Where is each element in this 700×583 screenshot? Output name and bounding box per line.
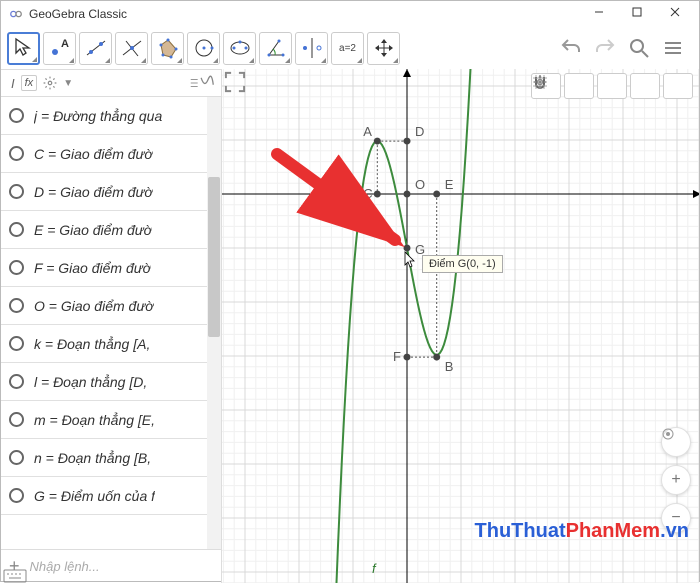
menu-button[interactable] (661, 36, 685, 60)
svg-text:D: D (415, 124, 424, 139)
item-expr: O = Giao điểm đườ (34, 298, 154, 314)
gear-icon[interactable] (43, 76, 57, 90)
visibility-toggle[interactable] (9, 298, 24, 313)
svg-text:C: C (363, 186, 372, 201)
keyboard-icon[interactable] (3, 569, 27, 583)
visibility-toggle[interactable] (9, 222, 24, 237)
item-expr: n = Đoạn thẳng [B, (34, 450, 151, 466)
tool-slider[interactable]: a=2 (331, 32, 364, 65)
settings-button[interactable] (630, 73, 660, 99)
list-item[interactable]: D = Giao điểm đườ⋮ (1, 173, 221, 211)
input-placeholder: Nhập lệnh... (30, 559, 100, 574)
visibility-toggle[interactable] (9, 450, 24, 465)
main-toolbar: A a=2 (1, 27, 699, 69)
titlebar: GeoGebra Classic (1, 1, 699, 27)
graphics-view[interactable]: ABCDEFGOf + − Điểm G(0, -1) ThuThuatPhan… (222, 69, 699, 583)
list-item[interactable]: j = Đường thẳng qua⋮ (1, 97, 221, 135)
list-item[interactable]: E = Giao điểm đườ⋮ (1, 211, 221, 249)
item-expr: k = Đoạn thẳng [A, (34, 336, 150, 352)
tool-reflect[interactable] (295, 32, 328, 65)
visibility-toggle[interactable] (9, 184, 24, 199)
item-expr: D = Giao điểm đườ (34, 184, 153, 200)
list-item[interactable]: n = Đoạn thẳng [B, ⋮ (1, 439, 221, 477)
svg-text:F: F (393, 349, 401, 364)
window-title: GeoGebra Classic (29, 7, 127, 21)
list-item[interactable]: m = Đoạn thẳng [E,⋮ (1, 401, 221, 439)
algebra-header: I fx ▼ (1, 69, 221, 97)
visibility-toggle[interactable] (9, 374, 24, 389)
algebra-list: j = Đường thẳng qua⋮ C = Giao điểm đườ⋮ … (1, 97, 221, 549)
list-item[interactable]: F = Giao điểm đườ⋮ (1, 249, 221, 287)
grid-toggle[interactable] (564, 73, 594, 99)
fullscreen-button[interactable] (222, 69, 248, 95)
svg-text:A: A (363, 124, 372, 139)
tool-polygon[interactable] (151, 32, 184, 65)
visibility-toggle[interactable] (9, 412, 24, 427)
item-expr: j = Đường thẳng qua (34, 108, 162, 124)
item-expr: C = Giao điểm đườ (34, 146, 153, 162)
tool-line[interactable] (79, 32, 112, 65)
list-item[interactable]: k = Đoạn thẳng [A,⋮ (1, 325, 221, 363)
visibility-toggle[interactable] (9, 108, 24, 123)
maximize-button[interactable] (623, 1, 661, 27)
list-item[interactable]: G = Điểm uốn của f⋮ (1, 477, 221, 515)
input-bar[interactable]: + Nhập lệnh... (1, 549, 221, 583)
list-item[interactable]: l = Đoạn thẳng [D, ⋮ (1, 363, 221, 401)
search-button[interactable] (627, 36, 651, 60)
algebra-panel: I fx ▼ j = Đường thẳng qua⋮ C = Giao điể… (1, 69, 222, 583)
more-button[interactable] (663, 73, 693, 99)
tool-move-view[interactable] (367, 32, 400, 65)
snap-toggle[interactable] (597, 73, 627, 99)
app-icon (9, 7, 23, 21)
item-expr: E = Giao điểm đườ (34, 222, 152, 238)
list-item[interactable]: C = Giao điểm đườ⋮ (1, 135, 221, 173)
tool-perpendicular[interactable] (115, 32, 148, 65)
tool-ellipse[interactable] (223, 32, 256, 65)
scrollbar[interactable] (207, 97, 221, 549)
visibility-toggle[interactable] (9, 146, 24, 161)
tool-circle[interactable] (187, 32, 220, 65)
item-expr: l = Đoạn thẳng [D, (34, 374, 147, 390)
svg-text:f: f (372, 561, 377, 576)
visibility-toggle[interactable] (9, 488, 24, 503)
svg-text:E: E (445, 177, 454, 192)
close-button[interactable] (661, 1, 699, 27)
zoom-in-button[interactable]: + (661, 465, 691, 495)
item-expr: m = Đoạn thẳng [E, (34, 412, 155, 428)
home-zoom-button[interactable] (661, 427, 691, 457)
item-expr: G = Điểm uốn của f (34, 488, 155, 504)
watermark: ThuThuatPhanMem.vn (475, 520, 689, 543)
item-expr: F = Giao điểm đườ (34, 260, 151, 276)
point-tooltip: Điểm G(0, -1) (422, 255, 503, 273)
list-item[interactable]: O = Giao điểm đườ⋮ (1, 287, 221, 325)
svg-text:A: A (61, 38, 69, 50)
undo-button[interactable] (559, 36, 583, 60)
dropdown-chevron-icon[interactable]: ▼ (63, 78, 73, 89)
tool-move[interactable] (7, 32, 40, 65)
visibility-toggle[interactable] (9, 260, 24, 275)
tool-angle[interactable] (259, 32, 292, 65)
svg-text:B: B (445, 359, 454, 374)
tool-point[interactable]: A (43, 32, 76, 65)
minimize-button[interactable] (585, 1, 623, 27)
fx-icon[interactable]: fx (21, 75, 38, 91)
visibility-toggle[interactable] (9, 336, 24, 351)
italic-menu-icon[interactable]: I (11, 76, 15, 91)
svg-text:O: O (415, 177, 425, 192)
sort-icon[interactable] (189, 75, 215, 91)
redo-button[interactable] (593, 36, 617, 60)
graphics-toolbar (531, 73, 693, 99)
